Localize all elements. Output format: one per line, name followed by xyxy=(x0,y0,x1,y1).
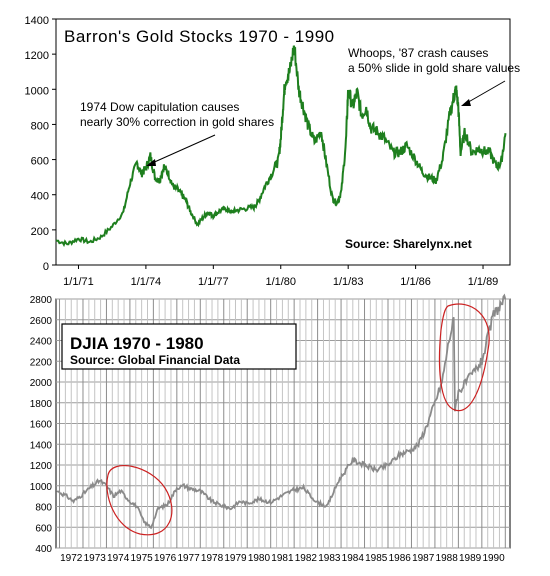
djia-x-tick-label: 1974 xyxy=(107,553,130,564)
djia-x-tick-label: 1987 xyxy=(412,553,435,564)
gold-y-tick-label: 1000 xyxy=(25,85,49,97)
gold-y-tick-label: 1400 xyxy=(25,15,49,27)
gold-series-line xyxy=(55,45,507,248)
djia-x-tick-label: 1984 xyxy=(342,553,365,564)
djia-x-tick-label: 1983 xyxy=(318,553,341,564)
gold-y-axis: 0 200 400 600 800 1000 1200 1400 xyxy=(25,15,56,273)
djia-y-tick-label: 1600 xyxy=(30,420,53,431)
djia-y-tick-label: 2000 xyxy=(30,378,53,389)
djia-y-tick-label: 1000 xyxy=(30,482,53,493)
djia-y-tick-label: 2200 xyxy=(30,357,53,368)
djia-x-tick-label: 1981 xyxy=(271,553,294,564)
djia-x-tick-label: 1980 xyxy=(248,553,271,564)
gold-x-tick-label: 1/1/71 xyxy=(63,276,94,288)
djia-x-axis: 1972 1973 1974 1975 1976 1977 1978 1979 1980 1981… xyxy=(60,553,505,564)
annotation-1974-arrow xyxy=(149,134,216,165)
djia-y-tick-label: 1400 xyxy=(30,440,53,451)
djia-y-tick-label: 1200 xyxy=(30,461,53,472)
djia-y-tick-label: 2400 xyxy=(30,337,53,348)
djia-x-tick-label: 1977 xyxy=(177,553,200,564)
annotation-1974-line2: nearly 30% correction in gold shares xyxy=(80,115,274,129)
gold-chart-title: Barron's Gold Stocks 1970 - 1990 xyxy=(64,27,335,46)
annotation-1974: 1974 Dow capitulation causes nearly 30% … xyxy=(80,100,274,166)
annotation-1987-line1: Whoops, '87 crash causes xyxy=(348,46,488,60)
gold-x-axis: 1/1/71 1/1/74 1/1/77 1/1/80 1/1/83 1/1/86 1/1/… xyxy=(63,265,498,288)
djia-x-tick-label: 1973 xyxy=(84,553,107,564)
djia-y-axis: 400 600 800 1000 1200 1400 1600 1800 2000 2200 240… xyxy=(30,295,53,555)
circle-1987-1988 xyxy=(438,303,490,412)
djia-x-tick-label: 1975 xyxy=(131,553,154,564)
djia-x-tick-label: 1979 xyxy=(224,553,247,564)
djia-x-tick-label: 1986 xyxy=(389,553,412,564)
gold-y-tick-label: 1200 xyxy=(25,50,49,62)
gold-y-tick-label: 600 xyxy=(31,156,49,168)
annotation-1987: Whoops, '87 crash causes a 50% slide in … xyxy=(348,46,520,106)
gold-x-tick-label: 1/1/77 xyxy=(198,276,229,288)
djia-chart: 400 600 800 1000 1200 1400 1600 1800 2000 2200 240… xyxy=(30,293,511,564)
gold-chart-source: Source: Sharelynx.net xyxy=(345,237,472,251)
djia-x-tick-label: 1978 xyxy=(201,553,224,564)
djia-title-box: DJIA 1970 - 1980 Source: Global Financia… xyxy=(61,323,297,370)
annotation-1987-arrow xyxy=(464,80,506,105)
djia-y-tick-label: 2600 xyxy=(30,316,53,327)
gold-x-tick-label: 1/1/86 xyxy=(400,276,431,288)
gold-y-tick-label: 400 xyxy=(31,191,49,203)
gold-y-tick-label: 800 xyxy=(31,120,49,132)
djia-x-tick-label: 1989 xyxy=(459,553,482,564)
gold-y-tick-label: 0 xyxy=(43,261,49,273)
djia-x-tick-label: 1990 xyxy=(482,553,505,564)
gold-plot-area xyxy=(55,18,511,266)
djia-x-tick-label: 1972 xyxy=(60,553,83,564)
djia-y-tick-label: 600 xyxy=(35,523,52,534)
djia-x-tick-label: 1982 xyxy=(295,553,318,564)
djia-x-tick-label: 1976 xyxy=(154,553,177,564)
djia-chart-title: DJIA 1970 - 1980 xyxy=(70,334,204,353)
annotation-1974-arrowhead xyxy=(146,159,156,166)
djia-y-tick-label: 2800 xyxy=(30,295,53,306)
gold-x-tick-label: 1/1/80 xyxy=(265,276,296,288)
gold-x-tick-label: 1/1/74 xyxy=(131,276,162,288)
gold-x-tick-label: 1/1/89 xyxy=(468,276,499,288)
annotation-1974-line1: 1974 Dow capitulation causes xyxy=(80,100,239,114)
djia-x-tick-label: 1988 xyxy=(436,553,459,564)
djia-x-tick-label: 1985 xyxy=(365,553,388,564)
gold-y-tick-label: 200 xyxy=(31,226,49,238)
djia-chart-source: Source: Global Financial Data xyxy=(70,353,240,367)
djia-y-tick-label: 1800 xyxy=(30,399,53,410)
djia-title-box-bg xyxy=(61,323,297,370)
circle-1974-1975 xyxy=(106,465,173,536)
djia-y-tick-label: 400 xyxy=(35,544,52,555)
annotation-1987-line2: a 50% slide in gold share values xyxy=(348,61,520,75)
djia-series-line xyxy=(56,293,507,530)
gold-x-tick-label: 1/1/83 xyxy=(333,276,364,288)
annotation-1987-arrowhead xyxy=(461,99,471,106)
djia-y-tick-label: 800 xyxy=(35,503,52,514)
